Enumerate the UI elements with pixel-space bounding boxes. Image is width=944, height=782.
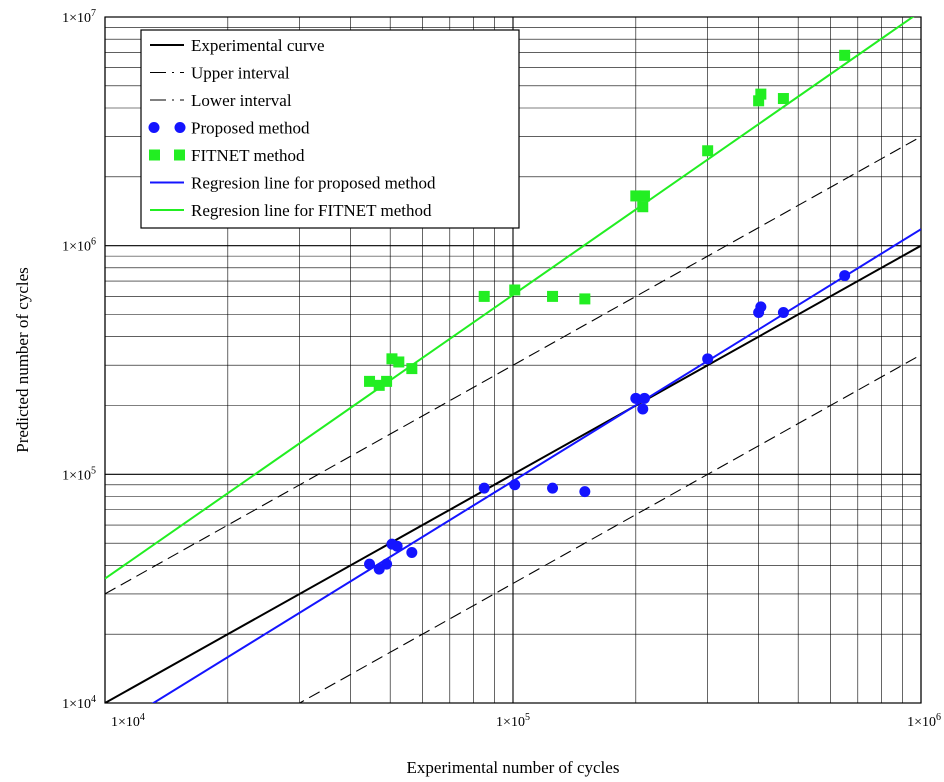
series-line-upper-interval [105,136,921,595]
legend-label: Proposed method [191,119,310,138]
proposed-method-point [839,270,851,282]
proposed-method-point [777,307,789,319]
fitnet-method-point [406,363,418,375]
fitnet-method-point [579,293,591,305]
legend-swatch-circle [148,122,160,133]
fitnet-method-point [702,145,714,157]
fitnet-method-point [478,290,490,302]
fitnet-method-point [630,190,642,202]
legend-label: FITNET method [191,146,305,165]
proposed-method-point [755,301,767,313]
proposed-method-point [579,486,591,498]
fitnet-method-point [547,290,559,302]
fitnet-method-point [638,190,650,202]
legend-swatch-square [174,149,185,161]
y-axis-title: Predicted number of cycles [13,267,32,453]
legend-swatch-circle [174,122,186,133]
fitnet-method-point [393,356,405,368]
x-tick-label: 1×106 [907,712,941,730]
fitnet-method-point [839,49,851,61]
fitnet-method-point [364,375,376,387]
legend-box [140,29,520,229]
y-tick-label: 1×105 [62,465,96,483]
y-tick-label: 1×104 [62,694,96,712]
legend-label: Regresion line for proposed method [191,174,436,193]
fitnet-method-point [753,95,765,107]
y-tick-label: 1×106 [62,237,96,255]
tick-labels: 1×104 1×105 1×106 1×104 1×105 1×106 1×107 [62,8,941,730]
proposed-method-point [637,403,649,415]
fitnet-method-point [373,379,385,391]
fitnet-method-point [755,88,767,100]
proposed-method-point [702,353,714,365]
x-tick-label: 1×104 [111,712,145,730]
legend-label: Lower interval [191,91,292,110]
proposed-method-point [406,547,418,559]
x-tick-label: 1×105 [496,712,530,730]
proposed-method-point [638,392,650,404]
fitnet-method-point [386,353,398,365]
x-axis-title: Experimental number of cycles [407,758,620,777]
fitnet-method-point [381,375,393,387]
fitnet-method-point [509,284,521,296]
proposed-method-point [547,482,559,494]
markers-layer [364,49,851,575]
legend-label: Regresion line for FITNET method [191,201,432,220]
legend-label: Upper interval [191,64,290,83]
fitnet-method-point [637,201,649,213]
series-line-experimental-curve [105,244,921,703]
legend-swatch-square [149,149,160,161]
proposed-method-point [478,482,490,494]
proposed-method-point [391,540,403,552]
proposed-method-point [364,558,376,570]
y-tick-label: 1×107 [62,8,96,26]
legend-label: Experimental curve [191,36,325,55]
legend: Experimental curve Upper interval Lower in… [140,29,520,229]
fitnet-method-point [777,93,789,105]
proposed-method-point [509,479,521,491]
proposed-method-point [630,392,642,404]
series-line-lower-interval [298,354,921,703]
proposed-method-point [381,558,393,570]
plot-frame [104,16,922,704]
